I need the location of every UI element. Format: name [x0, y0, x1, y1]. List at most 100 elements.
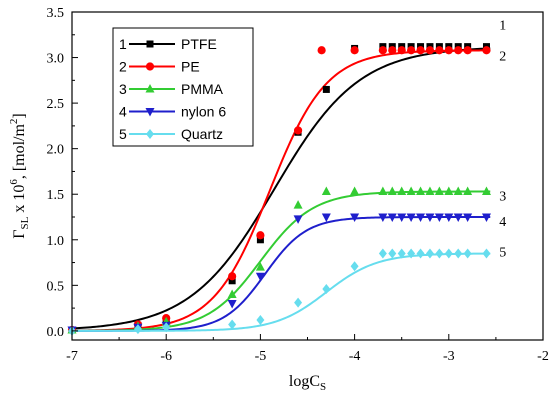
- data-point-pe: [425, 46, 435, 55]
- x-axis-title-sub: S: [320, 381, 326, 393]
- data-point-nylon-6: [425, 213, 435, 222]
- data-point-quartz: [322, 283, 331, 294]
- x-axis-ticks: -7 -6 -5 -4 -3 -2: [66, 334, 549, 364]
- data-point-pmma: [425, 186, 435, 195]
- series-end-label: 1: [499, 19, 506, 34]
- y-tick-label: 3.0: [47, 52, 65, 67]
- y-axis-title-unit-pre: , [mol/m: [11, 124, 28, 180]
- data-point-pmma: [434, 186, 444, 195]
- data-point-nylon-6: [255, 272, 265, 282]
- data-point-nylon-6: [350, 213, 360, 222]
- legend-marker: [146, 40, 154, 48]
- data-point-pmma: [387, 186, 397, 195]
- y-tick-label: 2.5: [47, 97, 65, 112]
- data-point-quartz: [454, 248, 463, 259]
- data-point-nylon-6: [453, 213, 463, 222]
- y-tick-label: 0.0: [47, 325, 65, 340]
- y-axis-title-mid: x 10: [11, 185, 28, 217]
- data-point-pe: [454, 46, 463, 55]
- y-axis-title-gamma: Γ: [11, 230, 28, 239]
- y-tick-label: 1.0: [47, 234, 65, 249]
- data-point-pmma: [255, 262, 265, 271]
- data-point-nylon-6: [387, 213, 397, 222]
- data-point-quartz: [416, 248, 425, 259]
- data-point-pe: [416, 46, 425, 55]
- data-point-ptfe: [322, 85, 330, 93]
- data-point-pmma: [444, 186, 454, 195]
- x-axis-title-base: logC: [289, 373, 320, 390]
- data-point-nylon-6: [416, 213, 426, 222]
- data-point-pe: [378, 46, 387, 55]
- data-point-pmma: [378, 186, 388, 195]
- fit-curve-quartz: [72, 252, 491, 332]
- fit-curve-ptfe: [71, 47, 491, 330]
- data-point-nylon-6: [397, 213, 407, 222]
- data-point-quartz: [435, 248, 444, 259]
- data-point-pe: [407, 46, 416, 55]
- data-point-nylon-6: [293, 215, 303, 224]
- data-point-quartz: [228, 319, 237, 330]
- data-point-quartz: [294, 297, 303, 308]
- data-point-nylon-6: [406, 213, 416, 222]
- data-point-nylon-6: [434, 213, 444, 222]
- data-point-pmma: [416, 186, 426, 195]
- x-tick-label: -7: [66, 349, 78, 364]
- data-point-pe: [388, 46, 397, 55]
- data-point-quartz: [397, 248, 406, 259]
- data-point-pe: [317, 46, 326, 55]
- legend-marker: [145, 84, 155, 93]
- data-point-pmma: [321, 186, 331, 195]
- data-point-quartz: [133, 324, 142, 335]
- y-axis-title-unit-sup: 2: [8, 119, 20, 125]
- data-point-pmma: [406, 186, 416, 195]
- x-tick-label: -3: [443, 349, 455, 364]
- data-point-pe: [350, 46, 359, 55]
- legend: 1 PTFE 2 PE 3 PMMA 4 nylon 6 5 Quartz: [112, 27, 254, 147]
- y-axis-title: ΓSL x 106, [mol/m2]: [8, 113, 31, 239]
- y-axis-title-sub: SL: [19, 216, 31, 229]
- data-point-pmma: [463, 186, 473, 195]
- fit-curve-pmma: [71, 190, 491, 332]
- data-point-pmma: [350, 186, 360, 195]
- data-point-quartz: [425, 248, 434, 259]
- series-end-label: 3: [499, 189, 506, 204]
- data-point-nylon-6: [321, 213, 331, 222]
- legend-marker: [145, 62, 155, 71]
- data-point-quartz: [162, 322, 171, 333]
- data-point-ptfe: [228, 277, 236, 285]
- data-point-quartz: [350, 261, 359, 272]
- x-tick-label: -2: [537, 349, 549, 364]
- legend-marker: [146, 129, 154, 139]
- legend-entry-label: PE: [181, 59, 200, 75]
- data-point-pe: [256, 231, 265, 240]
- legend-entry-number: 5: [119, 126, 127, 142]
- x-tick-label: -5: [255, 349, 267, 364]
- series-end-labels: 1 2 3 4 5: [499, 19, 506, 261]
- y-tick-label: 2.0: [47, 143, 65, 158]
- legend-marker: [145, 108, 155, 117]
- data-point-quartz: [378, 248, 387, 259]
- series-end-label: 2: [499, 49, 506, 64]
- data-point-pe: [444, 46, 453, 55]
- data-point-nylon-6: [444, 213, 454, 222]
- y-axis-title-sup: 6: [8, 179, 20, 185]
- data-point-pmma: [481, 186, 491, 195]
- data-point-pe: [482, 46, 491, 55]
- data-point-quartz: [444, 248, 453, 259]
- data-point-quartz: [256, 314, 265, 325]
- data-point-nylon-6: [481, 213, 491, 222]
- y-tick-label: 1.5: [47, 188, 65, 203]
- legend-entry-number: 1: [119, 36, 127, 52]
- data-point-quartz: [463, 248, 472, 259]
- data-point-pe: [435, 46, 444, 55]
- data-point-nylon-6: [463, 213, 473, 222]
- data-point-nylon-6: [378, 213, 388, 222]
- series-end-label: 4: [499, 215, 506, 230]
- data-point-quartz: [388, 248, 397, 259]
- y-axis-title-unit-post: ]: [11, 113, 28, 118]
- data-point-pe: [293, 126, 303, 135]
- y-tick-label: 0.5: [47, 279, 65, 294]
- legend-entry-number: 4: [119, 104, 127, 120]
- data-point-pmma: [453, 186, 463, 195]
